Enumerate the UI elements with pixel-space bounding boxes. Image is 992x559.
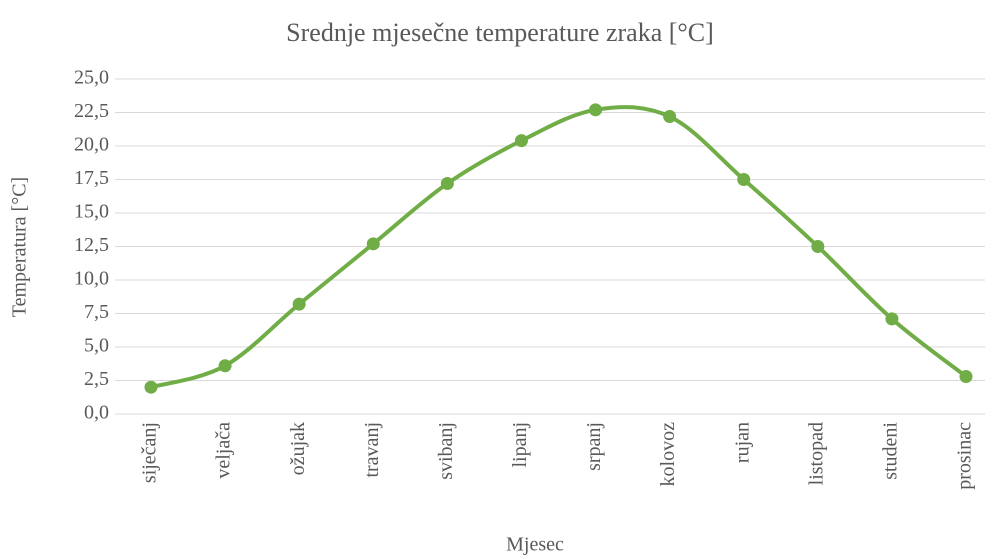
x-tick-label: prosinac	[954, 422, 976, 490]
y-tick-label: 0,0	[84, 402, 109, 424]
x-tick-label: rujan	[731, 422, 753, 463]
x-tick-label: ožujak	[287, 422, 309, 475]
point	[589, 103, 603, 117]
point	[514, 134, 528, 148]
x-tick-label: kolovoz	[657, 422, 679, 487]
x-tick-label: srpanj	[583, 422, 605, 471]
point	[292, 297, 306, 311]
x-tick-label: siječanj	[139, 422, 161, 483]
chart-title: Srednje mjesečne temperature zraka [°C]	[286, 18, 714, 47]
x-tick-label: svibanj	[435, 422, 457, 480]
line	[149, 105, 968, 390]
point	[663, 110, 677, 124]
x-tick-label: listopad	[805, 422, 827, 485]
point	[811, 240, 825, 253]
y-tick-label: 25,0	[74, 67, 109, 89]
point	[737, 173, 751, 186]
y-tick-label: 2,5	[84, 368, 109, 390]
y-tick-label: 10,0	[74, 268, 109, 290]
y-axis-title: Temperatura [°C]	[9, 177, 31, 317]
y-tick-label: 12,5	[74, 234, 109, 256]
point	[144, 380, 158, 394]
x-tick-label: studeni	[880, 422, 902, 480]
y-tick-label: 15,0	[74, 201, 109, 223]
y-tick-label: 17,5	[74, 167, 109, 189]
y-tick-label: 7,5	[84, 301, 109, 323]
x-tick-label: travanj	[361, 422, 383, 478]
y-tick-label: 20,0	[74, 134, 109, 156]
point	[885, 312, 899, 326]
x-axis-title: Mjesec	[506, 534, 564, 556]
point	[959, 369, 973, 383]
point	[366, 237, 380, 251]
x-tick-label: veljača	[213, 422, 235, 479]
y-tick-label: 5,0	[84, 335, 109, 357]
point	[218, 359, 232, 373]
point	[440, 177, 454, 191]
x-tick-label: lipanj	[509, 422, 531, 468]
y-tick-label: 22,5	[74, 100, 109, 122]
